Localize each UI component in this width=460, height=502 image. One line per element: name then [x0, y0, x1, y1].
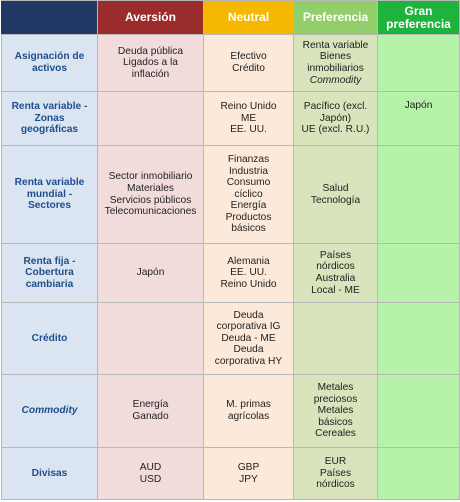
strong-preference-cell: Japón: [377, 91, 460, 146]
row-label: Crédito: [1, 302, 98, 375]
aversion-cell: Japón: [97, 243, 204, 303]
header-row: Aversión Neutral Preferencia Gran prefer…: [1, 0, 460, 35]
preference-cell: Pacífico (excl. Japón) UE (excl. R.U.): [293, 91, 378, 146]
strong-preference-cell: [377, 374, 460, 448]
table-row: Crédito Deuda corporativa IG Deuda - ME …: [1, 302, 460, 375]
header-aversion: Aversión: [97, 0, 204, 35]
preference-cell: Renta variable Bienes inmobiliarios Commo…: [293, 34, 378, 92]
row-label: Renta fija - Cobertura cambiaria: [1, 243, 98, 303]
neutral-cell: M. primas agrícolas: [203, 374, 294, 448]
strong-preference-cell: [377, 302, 460, 375]
strong-preference-cell: [377, 447, 460, 500]
row-label: Renta variable mundial - Sectores: [1, 145, 98, 244]
aversion-cell: Energía Ganado: [97, 374, 204, 448]
neutral-cell: Reino Unido ME EE. UU.: [203, 91, 294, 146]
row-label: Divisas: [1, 447, 98, 500]
neutral-cell: Efectivo Crédito: [203, 34, 294, 92]
strong-preference-cell: [377, 145, 460, 244]
neutral-cell: Deuda corporativa IG Deuda - ME Deuda co…: [203, 302, 294, 375]
row-label: Commodity: [1, 374, 98, 448]
table-row: Commodity Energía Ganado M. primas agríc…: [1, 374, 460, 448]
corner-cell: [1, 0, 98, 35]
aversion-cell: Deuda pública Ligados a la inflación: [97, 34, 204, 92]
header-neutral: Neutral: [203, 0, 294, 35]
preference-cell: EUR Países nórdicos: [293, 447, 378, 500]
table-row: Renta fija - Cobertura cambiaria Japón A…: [1, 243, 460, 303]
row-label: Asignación de activos: [1, 34, 98, 92]
strong-preference-cell: [377, 243, 460, 303]
preference-cell: Países nórdicos Australia Local - ME: [293, 243, 378, 303]
preference-italic-text: Commodity: [309, 74, 362, 86]
header-strong-preference: Gran preferencia: [377, 0, 460, 35]
row-label: Renta variable - Zonas geográficas: [1, 91, 98, 146]
table-row: Renta variable mundial - Sectores Sector…: [1, 145, 460, 244]
preference-cell: [293, 302, 378, 375]
table-row: Divisas AUD USD GBP JPY EUR Países nórdi…: [1, 447, 460, 500]
preference-text: Renta variable Bienes inmobiliarios: [302, 39, 369, 74]
neutral-cell: GBP JPY: [203, 447, 294, 500]
neutral-cell: Alemania EE. UU. Reino Unido: [203, 243, 294, 303]
neutral-cell: Finanzas Industria Consumo cíclico Energ…: [203, 145, 294, 244]
table-row: Renta variable - Zonas geográficas Reino…: [1, 91, 460, 146]
aversion-cell: Sector inmobiliario Materiales Servicios…: [97, 145, 204, 244]
preference-cell: Metales preciosos Metales básicos Cereal…: [293, 374, 378, 448]
aversion-cell: AUD USD: [97, 447, 204, 500]
header-preference: Preferencia: [293, 0, 378, 35]
preference-cell: Salud Tecnología: [293, 145, 378, 244]
strong-preference-cell: [377, 34, 460, 92]
aversion-cell: [97, 91, 204, 146]
table-row: Asignación de activos Deuda pública Liga…: [1, 34, 460, 92]
aversion-cell: [97, 302, 204, 375]
